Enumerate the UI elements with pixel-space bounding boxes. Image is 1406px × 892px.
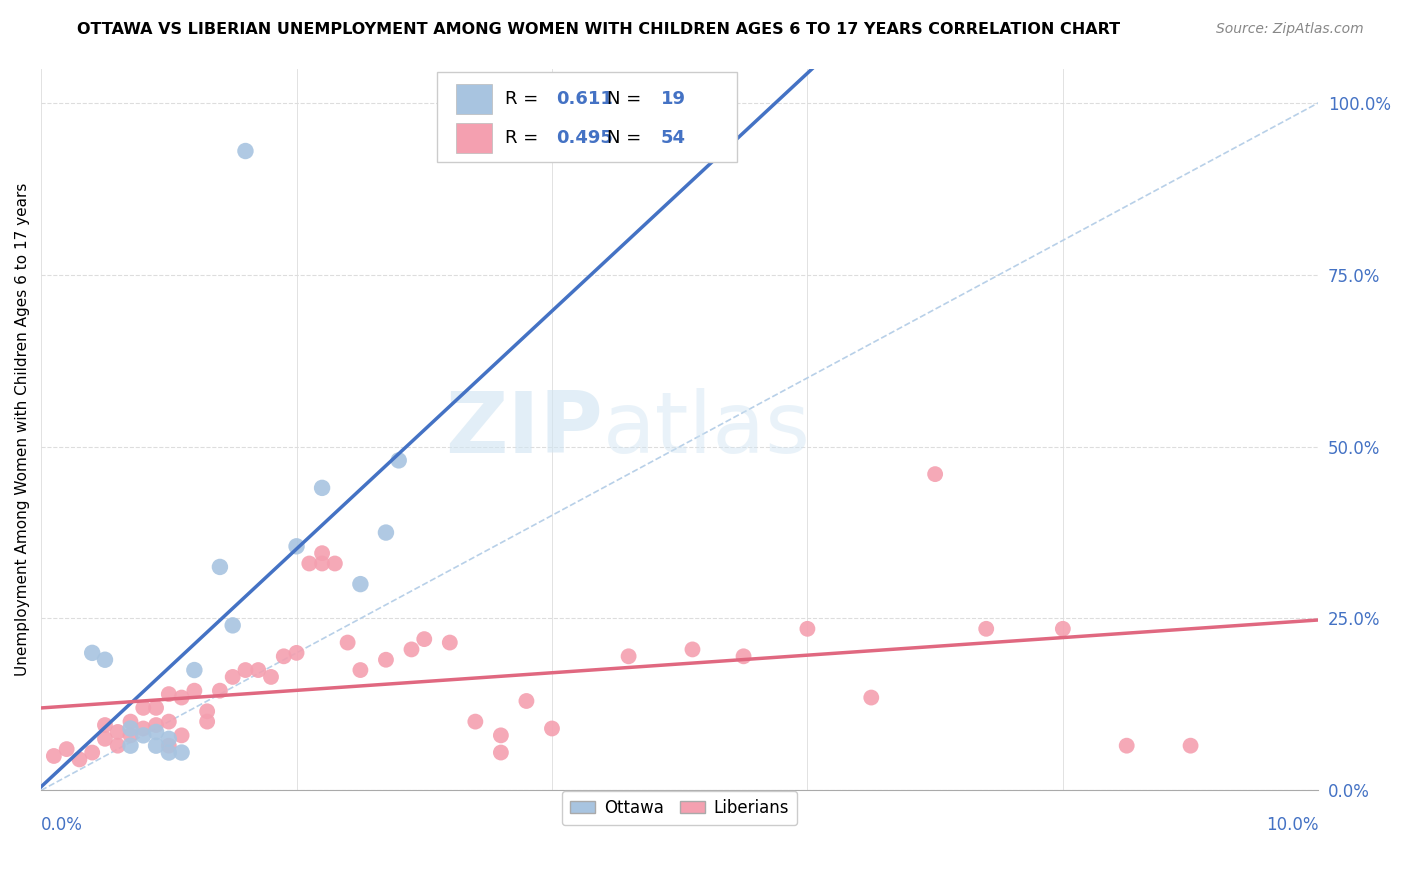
Point	[94, 731, 117, 746]
FancyBboxPatch shape	[437, 72, 737, 162]
Point	[94, 718, 117, 732]
Point	[285, 539, 308, 553]
Point	[145, 725, 167, 739]
Point	[285, 646, 308, 660]
Point	[107, 739, 129, 753]
Legend: Ottawa, Liberians: Ottawa, Liberians	[562, 790, 797, 825]
Text: 0.611: 0.611	[555, 90, 613, 108]
Point	[157, 687, 180, 701]
Text: OTTAWA VS LIBERIAN UNEMPLOYMENT AMONG WOMEN WITH CHILDREN AGES 6 TO 17 YEARS COR: OTTAWA VS LIBERIAN UNEMPLOYMENT AMONG WO…	[77, 22, 1121, 37]
Point	[67, 752, 90, 766]
Point	[796, 622, 818, 636]
Point	[617, 649, 640, 664]
Text: R =: R =	[505, 90, 544, 108]
Point	[145, 701, 167, 715]
Point	[42, 749, 65, 764]
Point	[221, 618, 243, 632]
Text: N =: N =	[607, 90, 647, 108]
Text: N =: N =	[607, 129, 647, 147]
Point	[235, 663, 257, 677]
FancyBboxPatch shape	[456, 123, 492, 153]
Point	[860, 690, 883, 705]
Point	[439, 635, 461, 649]
Point	[183, 683, 205, 698]
Point	[401, 642, 423, 657]
Point	[208, 683, 231, 698]
Point	[221, 670, 243, 684]
Point	[120, 728, 142, 742]
Point	[311, 557, 333, 571]
FancyBboxPatch shape	[456, 84, 492, 114]
Point	[311, 546, 333, 560]
Point	[183, 663, 205, 677]
Y-axis label: Unemployment Among Women with Children Ages 6 to 17 years: Unemployment Among Women with Children A…	[15, 183, 30, 676]
Text: 0.0%: 0.0%	[41, 815, 83, 834]
Text: Source: ZipAtlas.com: Source: ZipAtlas.com	[1216, 22, 1364, 37]
Point	[157, 746, 180, 760]
Point	[1115, 739, 1137, 753]
Point	[120, 739, 142, 753]
Point	[924, 467, 946, 482]
Point	[733, 649, 755, 664]
Point	[132, 722, 155, 736]
Point	[195, 704, 218, 718]
Point	[974, 622, 997, 636]
Point	[145, 718, 167, 732]
Point	[157, 714, 180, 729]
Point	[489, 728, 512, 742]
Point	[260, 670, 283, 684]
Point	[170, 746, 193, 760]
Point	[323, 557, 346, 571]
Point	[195, 714, 218, 729]
Point	[157, 739, 180, 753]
Point	[170, 690, 193, 705]
Point	[208, 560, 231, 574]
Point	[107, 725, 129, 739]
Point	[515, 694, 537, 708]
Point	[120, 714, 142, 729]
Point	[145, 739, 167, 753]
Point	[170, 728, 193, 742]
Point	[157, 731, 180, 746]
Text: atlas: atlas	[603, 388, 811, 471]
Point	[541, 722, 564, 736]
Point	[489, 746, 512, 760]
Text: ZIP: ZIP	[446, 388, 603, 471]
Point	[120, 722, 142, 736]
Point	[132, 728, 155, 742]
Point	[374, 525, 396, 540]
Point	[682, 642, 704, 657]
Point	[349, 663, 371, 677]
Text: 10.0%: 10.0%	[1265, 815, 1319, 834]
Point	[247, 663, 270, 677]
Point	[374, 653, 396, 667]
Point	[1052, 622, 1074, 636]
Point	[1180, 739, 1202, 753]
Point	[298, 557, 321, 571]
Point	[388, 453, 411, 467]
Point	[349, 577, 371, 591]
Point	[464, 714, 486, 729]
Text: 54: 54	[661, 129, 686, 147]
Point	[311, 481, 333, 495]
Text: 19: 19	[661, 90, 686, 108]
Point	[94, 653, 117, 667]
Point	[55, 742, 77, 756]
Text: 0.495: 0.495	[555, 129, 613, 147]
Point	[82, 646, 104, 660]
Text: R =: R =	[505, 129, 544, 147]
Point	[132, 701, 155, 715]
Point	[82, 746, 104, 760]
Point	[273, 649, 295, 664]
Point	[235, 144, 257, 158]
Point	[336, 635, 359, 649]
Point	[413, 632, 436, 646]
